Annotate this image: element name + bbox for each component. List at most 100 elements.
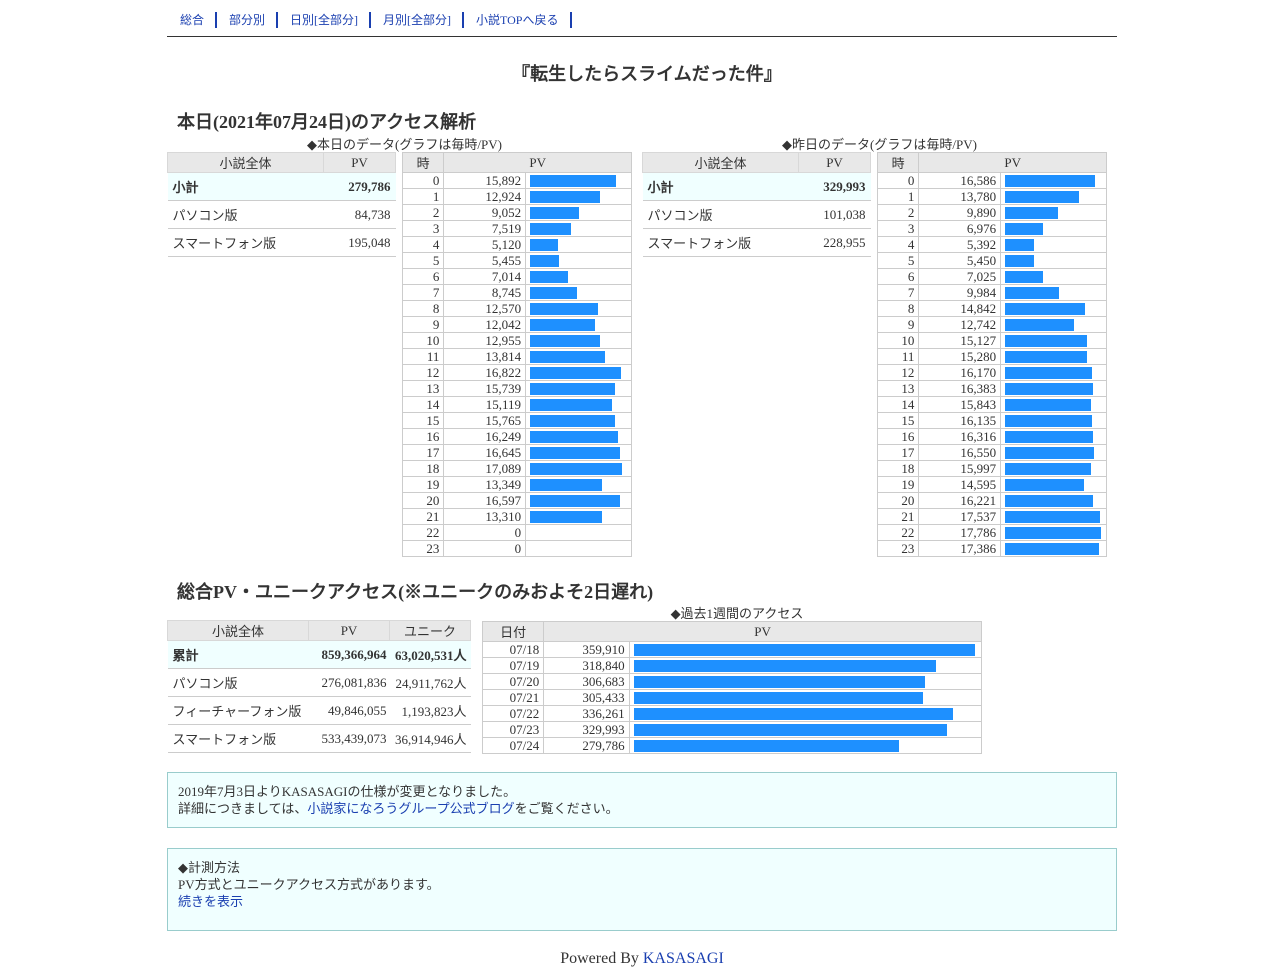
- kasasagi-link[interactable]: KASASAGI: [642, 950, 724, 967]
- total-label: スマートフォン版: [167, 724, 309, 753]
- hourly-row: 5 5,450: [876, 252, 1107, 269]
- hour-bar-cell: [1000, 348, 1107, 365]
- hour-bar: [530, 366, 622, 379]
- hour-bar: [530, 478, 603, 491]
- hour-cell: 19: [401, 476, 445, 493]
- hour-pv-cell: 16,550: [918, 444, 1002, 461]
- hour-cell: 20: [876, 492, 920, 509]
- hourly-row: 15 16,135: [876, 412, 1107, 429]
- hour-bar: [530, 510, 603, 523]
- hour-pv-cell: 5,392: [918, 236, 1002, 253]
- hour-pv-cell: 5,450: [918, 252, 1002, 269]
- hourly-row: 0 15,892: [401, 172, 632, 189]
- hour-cell: 16: [876, 428, 920, 445]
- hour-cell: 12: [401, 364, 445, 381]
- week-bar: [633, 739, 899, 752]
- hour-bar: [1005, 526, 1102, 539]
- hour-bar-cell: [1000, 396, 1107, 413]
- hour-pv-cell: 7,014: [443, 268, 527, 285]
- hour-cell: 1: [401, 188, 445, 205]
- hour-bar-cell: [1000, 236, 1107, 253]
- week-bar-cell: [628, 689, 983, 706]
- week-bar: [633, 707, 953, 720]
- hour-bar: [530, 350, 606, 363]
- total-header-unique: ユニーク: [389, 620, 471, 641]
- today-hourly-table: 時 PV 0 15,892 1 12,924 2 9,052 3 7,519 4 5,120 5 5,…: [401, 152, 632, 557]
- hour-cell: 5: [401, 252, 445, 269]
- hour-bar: [1005, 350, 1088, 363]
- hour-bar: [1005, 462, 1092, 475]
- hour-bar-cell: [525, 172, 632, 189]
- hour-bar: [1005, 238, 1035, 251]
- summary-header-pv: PV: [798, 152, 871, 173]
- hour-pv-cell: 13,310: [443, 508, 527, 525]
- summary-label: 小計: [642, 172, 799, 201]
- hourly-row: 8 14,842: [876, 300, 1107, 317]
- nav-daily[interactable]: 日別[全部分]: [278, 12, 372, 28]
- week-bar: [633, 643, 975, 656]
- hour-bar-cell: [1000, 508, 1107, 525]
- hour-bar-cell: [1000, 220, 1107, 237]
- hour-bar: [530, 446, 621, 459]
- hour-bar: [530, 318, 596, 331]
- hourly-row: 23 0: [401, 540, 632, 557]
- hourly-row: 8 12,570: [401, 300, 632, 317]
- hourly-row: 0 16,586: [876, 172, 1107, 189]
- hour-cell: 21: [876, 508, 920, 525]
- hourly-row: 6 7,025: [876, 268, 1107, 285]
- total-row: スマートフォン版 533,439,073 36,914,946人: [167, 724, 471, 753]
- hourly-row: 19 13,349: [401, 476, 632, 493]
- hour-bar: [1005, 414, 1093, 427]
- hour-bar-cell: [525, 476, 632, 493]
- hour-cell: 17: [401, 444, 445, 461]
- total-header-pv: PV: [308, 620, 390, 641]
- hour-bar: [1005, 174, 1096, 187]
- total-label: 累計: [167, 640, 309, 669]
- hourly-row: 14 15,119: [401, 396, 632, 413]
- nav-overview[interactable]: 総合: [167, 12, 218, 28]
- hour-bar: [1005, 478, 1085, 491]
- week-bar-cell: [628, 641, 983, 658]
- nav-by-part[interactable]: 部分別: [217, 12, 279, 28]
- hourly-row: 22 17,786: [876, 524, 1107, 541]
- hour-bar: [1005, 334, 1088, 347]
- total-label: パソコン版: [167, 668, 309, 697]
- summary-pv: 195,048: [323, 228, 396, 257]
- week-row: 07/19 318,840: [481, 657, 983, 674]
- hour-bar: [1005, 190, 1080, 203]
- hour-pv-cell: 12,042: [443, 316, 527, 333]
- total-label: フィーチャーフォン版: [167, 696, 309, 725]
- summary-pv: 228,955: [798, 228, 871, 257]
- hour-cell: 20: [401, 492, 445, 509]
- hour-cell: 12: [876, 364, 920, 381]
- week-bar-cell: [628, 705, 983, 722]
- hour-cell: 7: [876, 284, 920, 301]
- hour-bar: [530, 206, 580, 219]
- hour-bar: [530, 462, 623, 475]
- hourly-row: 17 16,550: [876, 444, 1107, 461]
- hour-bar: [1005, 286, 1060, 299]
- footer: Powered By KASASAGI: [0, 950, 1284, 968]
- nav-monthly[interactable]: 月別[全部分]: [371, 12, 465, 28]
- hour-cell: 7: [401, 284, 445, 301]
- hour-pv-cell: 16,383: [918, 380, 1002, 397]
- hour-cell: 15: [401, 412, 445, 429]
- hourly-row: 15 15,765: [401, 412, 632, 429]
- hour-bar-cell: [525, 428, 632, 445]
- hour-cell: 23: [876, 540, 920, 557]
- nav-novel-top[interactable]: 小説TOPへ戻る: [464, 12, 572, 28]
- show-more-link[interactable]: 続きを表示: [178, 894, 244, 909]
- week-row: 07/24 279,786: [481, 737, 983, 754]
- hour-cell: 3: [876, 220, 920, 237]
- total-row: 累計 859,366,964 63,020,531人: [167, 640, 471, 669]
- summary-pv: 101,038: [798, 200, 871, 229]
- hour-bar-cell: [525, 460, 632, 477]
- hour-bar-cell: [1000, 268, 1107, 285]
- hourly-row: 3 6,976: [876, 220, 1107, 237]
- hourly-row: 7 8,745: [401, 284, 632, 301]
- official-blog-link[interactable]: 小説家になろうグループ公式ブログ: [307, 801, 515, 816]
- hour-bar-cell: [1000, 252, 1107, 269]
- hour-bar-cell: [1000, 540, 1107, 557]
- hour-pv-cell: 9,052: [443, 204, 527, 221]
- total-pv: 533,439,073: [308, 724, 390, 753]
